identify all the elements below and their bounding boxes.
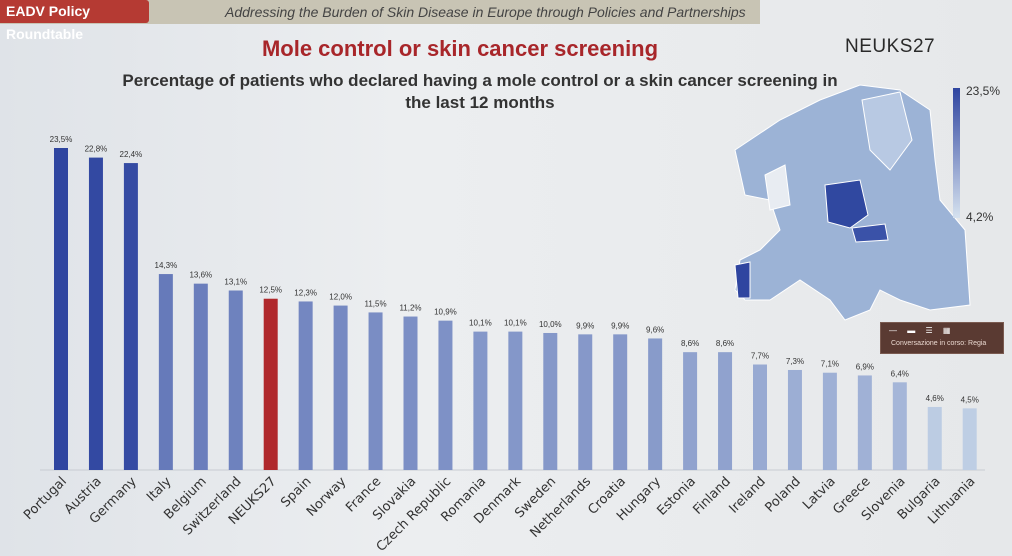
data-label: 4,6% (926, 394, 944, 403)
data-label: 9,6% (646, 325, 664, 334)
map-legend-min: 4,2% (966, 210, 994, 224)
data-label: 7,7% (751, 351, 769, 360)
bar-latvia (822, 372, 837, 470)
data-label: 11,2% (399, 304, 421, 313)
data-label: 7,3% (786, 357, 804, 366)
data-label: 10,0% (539, 320, 562, 329)
data-label: 6,4% (891, 369, 909, 378)
data-label: 9,9% (611, 321, 629, 330)
data-label: 13,1% (224, 278, 247, 287)
data-label: 6,9% (856, 362, 874, 371)
data-label: 4,5% (961, 395, 979, 404)
bar-spain (298, 301, 313, 470)
bar-hungary (648, 338, 663, 470)
map-legend-gradient (953, 88, 960, 218)
bar-greece (857, 375, 872, 470)
bar-slovenia (892, 382, 907, 470)
data-label: 7,1% (821, 360, 839, 369)
data-label: 22,8% (85, 145, 108, 154)
bar-ireland (753, 364, 767, 470)
data-label: 11,5% (365, 299, 387, 308)
map-legend-max: 23,5% (966, 84, 1001, 98)
data-label: 12,3% (294, 288, 317, 297)
data-label: 12,5% (259, 286, 282, 295)
data-label: 13,6% (189, 271, 212, 280)
data-label: 12,0% (329, 293, 352, 302)
bar-czech-republic (438, 320, 453, 470)
tick-label: Estonia (654, 474, 698, 518)
bar-lithuania (962, 408, 977, 470)
bar-italy (158, 274, 173, 470)
slide-code: NEUKS27 (845, 36, 936, 57)
data-label: 9,9% (576, 321, 594, 330)
bar-romania (473, 331, 488, 470)
bar-france (368, 312, 383, 470)
data-label: 23,5% (50, 135, 73, 144)
data-label: 10,1% (504, 319, 527, 328)
europe-map (734, 84, 971, 321)
tick-label: Ireland (726, 474, 768, 516)
bar-neuks27 (263, 298, 278, 470)
bar-norway (333, 305, 348, 470)
slide-title: Mole control or skin cancer screening (261, 36, 659, 61)
brand-label: EADV Policy Roundtable (0, 0, 149, 42)
bar-estonia (683, 352, 698, 470)
header-bar: EADV Policy Roundtable Addressing the Bu… (0, 0, 760, 42)
view-mode-icons[interactable]: — ▬ ☰ ▦ (889, 326, 955, 335)
tick-label: Portugal (21, 474, 70, 523)
data-label: 22,4% (120, 150, 143, 159)
data-label: 10,1% (469, 319, 492, 328)
bar-denmark (508, 331, 523, 470)
bar-germany (123, 163, 138, 471)
bar-bulgaria (927, 406, 942, 470)
bar-croatia (613, 334, 628, 470)
conversation-status: Conversazione in corso: Regia (891, 340, 987, 347)
tick-label: Italy (144, 474, 175, 505)
bar-sweden (543, 332, 558, 470)
bar-austria (88, 157, 103, 470)
bar-poland (787, 369, 802, 470)
data-label: 14,3% (155, 261, 178, 270)
data-label: 8,6% (716, 339, 734, 348)
header-tagline: Addressing the Burden of Skin Disease in… (225, 4, 746, 20)
bar-netherlands (578, 334, 593, 470)
conversation-overlay[interactable]: — ▬ ☰ ▦ Conversazione in corso: Regia (880, 322, 1004, 354)
bar-belgium (193, 283, 208, 470)
tick-label: Norway (304, 474, 350, 520)
bar-finland (718, 352, 733, 470)
tick-label: Poland (762, 474, 803, 515)
data-label: 8,6% (681, 339, 699, 348)
data-label: 10,9% (434, 308, 457, 317)
bar-switzerland (228, 290, 243, 470)
tick-label: Finland (690, 474, 733, 517)
bar-slovakia (403, 316, 418, 470)
slide-subtitle: Percentage of patients who declared havi… (122, 71, 838, 112)
bar-portugal (54, 148, 68, 470)
